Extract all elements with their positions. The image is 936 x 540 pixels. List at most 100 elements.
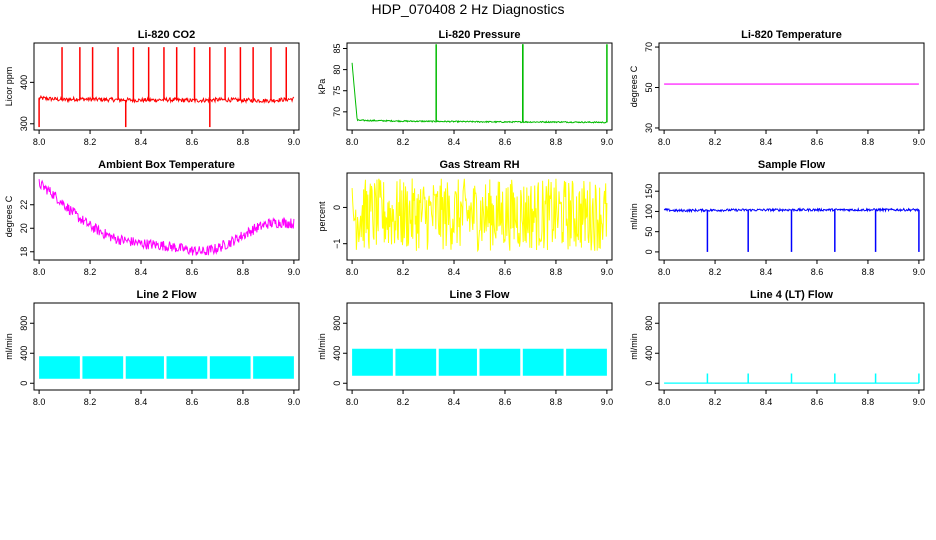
x-tick-label: 8.2 xyxy=(397,137,410,147)
y-tick-label: 18 xyxy=(19,247,29,257)
y-tick-label: 400 xyxy=(332,346,342,361)
y-axis-label: ml/min xyxy=(629,333,639,360)
x-tick-label: 9.0 xyxy=(601,267,614,277)
y-tick-label: 22 xyxy=(19,200,29,210)
x-tick-label: 9.0 xyxy=(913,137,926,147)
panel-title: Sample Flow xyxy=(758,159,826,171)
x-tick-label: 9.0 xyxy=(288,137,301,147)
y-axis-label: degrees C xyxy=(4,195,14,237)
panel-title: Li-820 Pressure xyxy=(439,29,521,41)
x-tick-label: 8.6 xyxy=(186,137,199,147)
plot-frame xyxy=(346,302,613,391)
x-tick-label: 9.0 xyxy=(288,397,301,407)
x-tick-label: 8.2 xyxy=(709,397,722,407)
x-tick-label: 8.2 xyxy=(709,267,722,277)
plot-frame xyxy=(346,42,613,131)
x-tick-label: 8.4 xyxy=(135,397,148,407)
x-tick-label: 8.0 xyxy=(346,137,359,147)
x-tick-label: 8.4 xyxy=(760,267,773,277)
figure-title: HDP_070408 2 Hz Diagnostics xyxy=(371,1,565,17)
panel-title: Li-820 Temperature xyxy=(741,29,842,41)
y-tick-label: 0 xyxy=(332,205,342,210)
y-tick-label: 0 xyxy=(644,381,654,386)
x-tick-label: 8.4 xyxy=(135,137,148,147)
y-axis-label: kPa xyxy=(317,79,327,95)
x-tick-label: 9.0 xyxy=(601,397,614,407)
y-tick-label: 50 xyxy=(644,227,654,237)
y-tick-label: 0 xyxy=(332,381,342,386)
x-tick-label: 8.8 xyxy=(237,137,250,147)
panel-7: Line 3 Flow 8.0 8.2 8.4 8.6 8.8 9.0 0 400 800 ml/m… xyxy=(317,289,613,407)
x-tick-label: 8.6 xyxy=(186,267,199,277)
plot-frame xyxy=(33,42,300,131)
x-tick-label: 8.2 xyxy=(84,267,97,277)
panel-title: Line 4 (LT) Flow xyxy=(750,289,833,301)
data-layer xyxy=(38,47,295,128)
x-tick-label: 8.0 xyxy=(346,267,359,277)
x-tick-label: 8.4 xyxy=(448,137,461,147)
x-tick-label: 8.0 xyxy=(33,137,46,147)
y-tick-label: 70 xyxy=(644,42,654,52)
panel-8: Line 4 (LT) Flow 8.0 8.2 8.4 8.6 8.8 9.0 0 400 80… xyxy=(629,289,925,407)
x-tick-label: 9.0 xyxy=(601,137,614,147)
x-tick-label: 8.8 xyxy=(862,267,875,277)
x-tick-label: 8.0 xyxy=(33,397,46,407)
y-tick-label: 100 xyxy=(644,204,654,219)
x-tick-label: 8.2 xyxy=(84,397,97,407)
x-tick-label: 8.4 xyxy=(448,267,461,277)
plot-frame xyxy=(33,302,300,391)
x-tick-label: 8.2 xyxy=(84,137,97,147)
x-tick-label: 9.0 xyxy=(913,397,926,407)
x-tick-label: 8.6 xyxy=(499,267,512,277)
y-tick-label: 400 xyxy=(19,75,29,90)
y-tick-label: 400 xyxy=(19,346,29,361)
flow-band xyxy=(209,356,251,379)
plot-frame xyxy=(658,42,925,131)
y-tick-label: 0 xyxy=(19,381,29,386)
x-tick-label: 8.8 xyxy=(237,267,250,277)
x-tick-label: 9.0 xyxy=(288,267,301,277)
plot-frame xyxy=(658,172,925,261)
x-tick-label: 8.0 xyxy=(658,397,671,407)
flow-band xyxy=(82,356,124,379)
flow-band xyxy=(166,356,208,379)
flow-band xyxy=(438,348,477,376)
y-axis-label: Licor ppm xyxy=(4,67,14,107)
y-tick-label: 400 xyxy=(644,346,654,361)
y-tick-label: 75 xyxy=(332,86,342,96)
panel-title: Gas Stream RH xyxy=(439,159,519,171)
series-line xyxy=(38,94,295,104)
panel-title: Line 3 Flow xyxy=(450,289,510,301)
y-tick-label: −1 xyxy=(332,239,342,249)
data-layer xyxy=(664,373,920,384)
panel-title: Li-820 CO2 xyxy=(138,29,195,41)
panel-3: Ambient Box Temperature 8.0 8.2 8.4 8.6 8.8 9.… xyxy=(4,159,300,277)
panel-6: Line 2 Flow 8.0 8.2 8.4 8.6 8.8 9.0 0 400 800 ml/m… xyxy=(4,289,300,407)
x-tick-label: 8.4 xyxy=(448,397,461,407)
panel-title: Ambient Box Temperature xyxy=(98,159,235,171)
x-tick-label: 8.8 xyxy=(237,397,250,407)
y-tick-label: 300 xyxy=(19,116,29,131)
y-tick-label: 20 xyxy=(19,223,29,233)
plot-frame xyxy=(658,302,925,391)
x-tick-label: 8.6 xyxy=(499,397,512,407)
y-axis-label: degrees C xyxy=(629,65,639,107)
panel-5: Sample Flow 8.0 8.2 8.4 8.6 8.8 9.0 0 50 100 150 ml… xyxy=(629,159,925,277)
x-tick-label: 9.0 xyxy=(913,267,926,277)
y-tick-label: 800 xyxy=(644,316,654,331)
x-tick-label: 8.6 xyxy=(811,137,824,147)
x-tick-label: 8.0 xyxy=(33,267,46,277)
x-tick-label: 8.0 xyxy=(658,267,671,277)
y-tick-label: 150 xyxy=(644,184,654,199)
panel-0: Li-820 CO2 8.0 8.2 8.4 8.6 8.8 9.0 300 400 Licor … xyxy=(4,29,300,147)
x-tick-label: 8.8 xyxy=(550,397,563,407)
panel-1: Li-820 Pressure 8.0 8.2 8.4 8.6 8.8 9.0 70 75 80 8… xyxy=(317,29,613,147)
y-axis-label: percent xyxy=(317,201,327,232)
flow-band xyxy=(522,348,564,376)
x-tick-label: 8.4 xyxy=(135,267,148,277)
x-tick-label: 8.0 xyxy=(346,397,359,407)
y-tick-label: 50 xyxy=(644,83,654,93)
x-tick-label: 8.6 xyxy=(811,267,824,277)
series-line xyxy=(663,207,920,214)
